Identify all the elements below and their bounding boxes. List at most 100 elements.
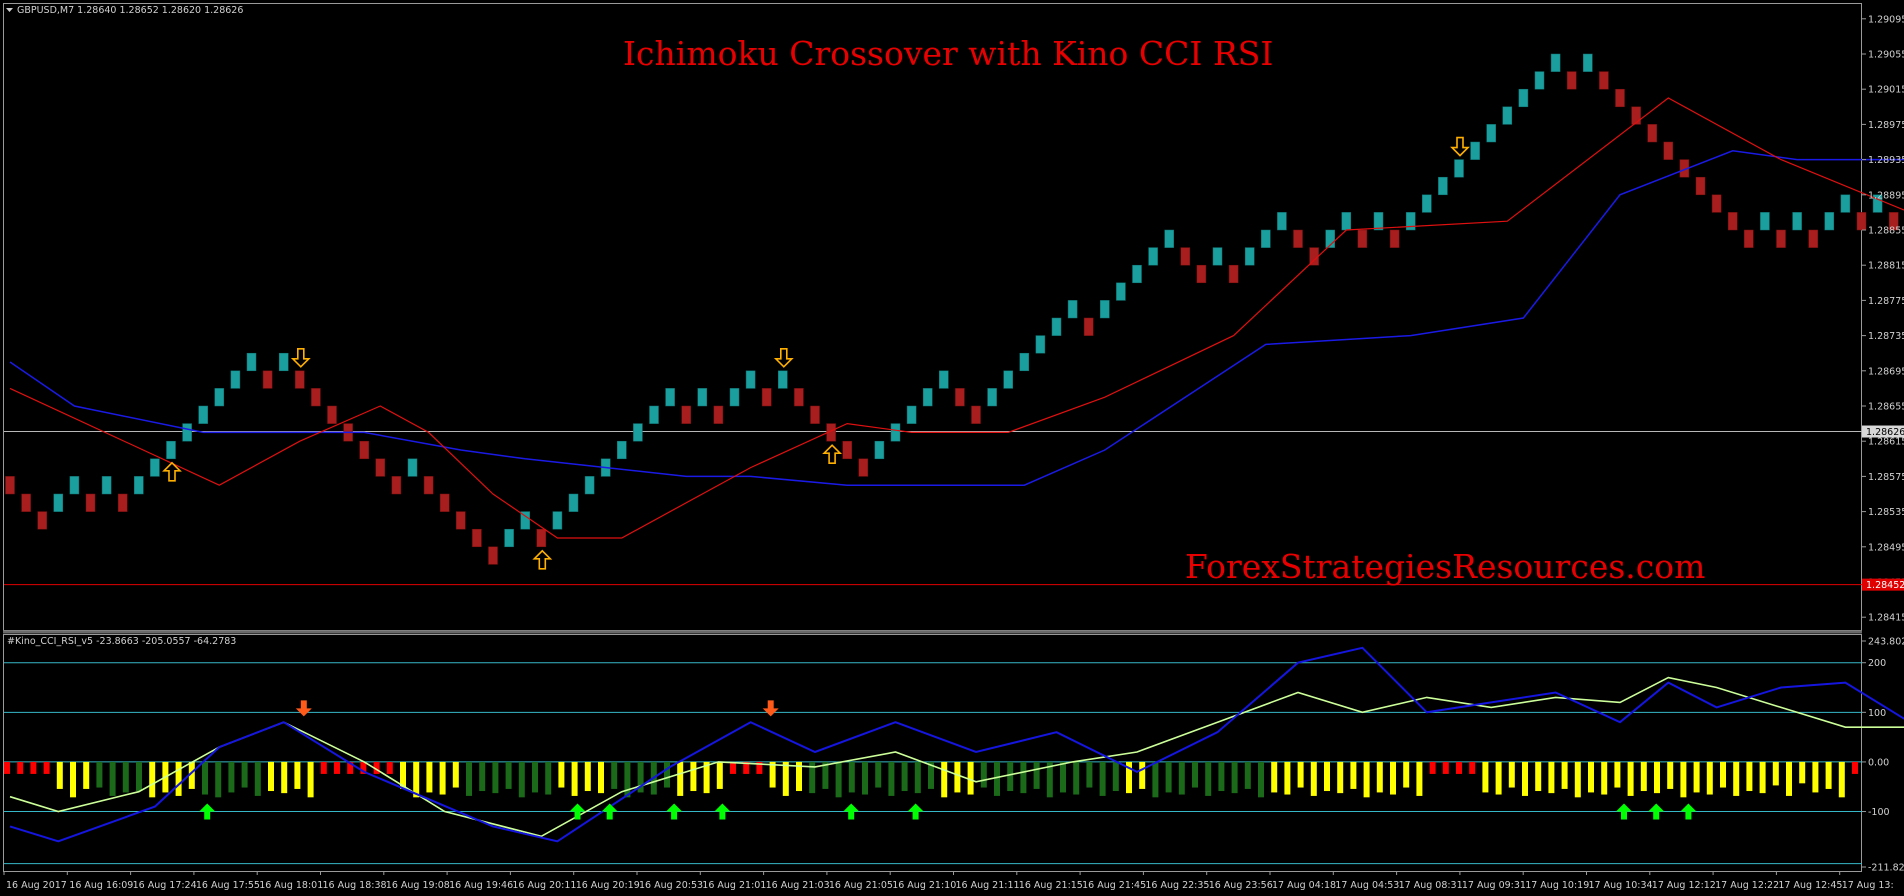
histogram-bar [730, 761, 736, 774]
indicator-sell-arrow-icon [295, 700, 312, 717]
histogram-bar [862, 761, 868, 795]
renko-box-bear [1711, 194, 1722, 213]
rsi-line [9, 676, 1904, 838]
price-tick-label: 1.29095 [1868, 14, 1904, 25]
symbol-header-text: GBPUSD,M7 1.28640 1.28652 1.28620 1.2862… [17, 5, 243, 16]
renko-box-bull [230, 370, 241, 389]
renko-box-bull [1132, 264, 1142, 284]
time-tick-label: 16 Aug 19:08 [386, 880, 450, 891]
price-tick-label: 1.28495 [1868, 542, 1904, 553]
price-tick-label: 1.28815 [1868, 261, 1904, 272]
watermark-overlay: ForexStrategiesResources.com [1185, 547, 1705, 586]
renko-box-bull [1583, 53, 1593, 72]
price-panel[interactable] [4, 53, 1904, 586]
buy-arrow-icon [162, 461, 182, 482]
red-level-tag [1862, 578, 1904, 591]
histogram-bar [17, 761, 24, 774]
histogram-bar [1522, 761, 1528, 796]
renko-box-bull [504, 528, 514, 548]
renko-box-bear [1615, 88, 1625, 108]
histogram-bar [1033, 761, 1040, 789]
price-tick-label: 1.28415 [1868, 613, 1904, 624]
histogram-bar [109, 761, 116, 796]
indicator-buy-arrow-icon [666, 803, 683, 820]
histogram-bar [835, 761, 842, 798]
indicator-header-text: #Kino_CCI_RSI_v5 -23.8663 -205.0557 -64.… [7, 636, 236, 647]
renko-box-bull [407, 458, 418, 477]
histogram-bar [1416, 761, 1423, 796]
renko-box-bear [1888, 212, 1899, 231]
histogram-bar [875, 761, 882, 788]
renko-box-bull [1422, 194, 1432, 213]
histogram-bar [1469, 761, 1476, 774]
renko-box-bull [1405, 212, 1416, 231]
time-tick-label: 17 Aug 13: [1842, 880, 1894, 891]
histogram-bar [1812, 761, 1819, 793]
histogram-bar [452, 761, 459, 788]
histogram-bar [1152, 761, 1159, 798]
renko-box-bear [858, 458, 869, 477]
renko-box-bull [1148, 247, 1158, 266]
renko-box-bear [810, 405, 820, 424]
renko-box-bull [150, 458, 160, 477]
renko-box-bear [1083, 317, 1094, 336]
time-tick-label: 16 Aug 19:46 [449, 880, 513, 891]
time-tick-label: 16 Aug 21:01 [702, 880, 766, 891]
renko-box-bear [375, 458, 386, 477]
renko-box-bull [987, 388, 997, 407]
histogram-bar [136, 761, 142, 792]
price-tick-label: 1.28975 [1868, 120, 1904, 131]
price-tick-label: 1.28535 [1868, 507, 1904, 518]
renko-box-bull [1116, 282, 1126, 301]
histogram-bar [1310, 761, 1317, 796]
histogram-bar [1825, 761, 1832, 789]
histogram-bar [518, 761, 525, 798]
renko-box-bull [1341, 212, 1352, 231]
renko-box-bull [1019, 352, 1030, 372]
renko-box-bull [1550, 53, 1561, 72]
symbol-header[interactable]: GBPUSD,M7 1.28640 1.28652 1.28620 1.2862… [6, 5, 243, 16]
renko-box-bull [568, 493, 579, 512]
indicator-tick-label: -211.8213 [1868, 863, 1904, 874]
histogram-bar [1720, 761, 1726, 788]
indicator-panel[interactable] [4, 646, 1904, 865]
time-tick-label: 16 Aug 21:10 [892, 880, 956, 891]
time-tick-label: 16 Aug 16:09 [69, 880, 133, 891]
renko-box-bear [971, 405, 981, 424]
renko-box-bear [536, 528, 547, 548]
histogram-bar [690, 761, 697, 792]
histogram-bar [571, 761, 578, 796]
renko-box-bear [262, 370, 273, 389]
price-axis: 1.29095 1.29055 1.29015 1.28975 1.28935 1.288… [1862, 14, 1904, 874]
time-tick-label: 16 Aug 20:53 [639, 880, 703, 891]
histogram-bar [254, 761, 261, 796]
histogram-bar [83, 761, 90, 789]
indicator-buy-arrow-icon [843, 803, 860, 820]
histogram-bar [1508, 761, 1515, 788]
dropdown-triangle-icon[interactable] [6, 8, 13, 12]
histogram-bar [1574, 761, 1581, 798]
renko-box-bear [681, 405, 691, 424]
histogram-bar [1139, 761, 1146, 789]
renko-box-bull [1212, 247, 1223, 266]
histogram-bar [928, 761, 934, 789]
histogram-bar [1561, 761, 1568, 789]
time-tick-label: 17 Aug 04:53 [1335, 880, 1399, 891]
renko-box-bear [117, 493, 128, 512]
histogram-bar [1746, 761, 1753, 792]
renko-box-bear [359, 440, 369, 460]
histogram-bar [479, 761, 486, 792]
histogram-bar [294, 761, 301, 789]
renko-box-bear [439, 493, 450, 512]
renko-box-bull [745, 370, 756, 389]
histogram-bar [96, 761, 103, 788]
histogram-bar [1456, 761, 1462, 774]
histogram-bar [1772, 761, 1779, 786]
renko-box-bull [1051, 317, 1062, 336]
histogram-bar [1007, 761, 1014, 792]
renko-box-bear [295, 370, 305, 389]
chart-title-overlay: Ichimoku Crossover with Kino CCI RSI [623, 34, 1273, 73]
renko-box-bear [794, 388, 804, 407]
histogram-bar [677, 761, 684, 796]
